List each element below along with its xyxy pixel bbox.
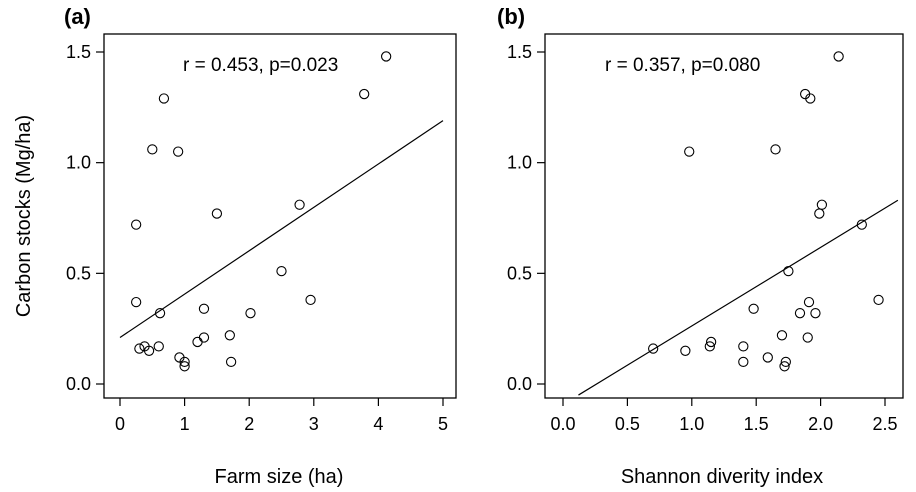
data-point xyxy=(748,303,759,314)
panel-a-correlation-annotation: r = 0.453, p=0.023 xyxy=(183,55,338,76)
data-point xyxy=(833,51,844,62)
data-point xyxy=(198,332,210,343)
data-point xyxy=(134,343,145,354)
data-point xyxy=(816,199,828,210)
data-point xyxy=(245,308,256,319)
data-point xyxy=(802,332,813,343)
panel-b-regression-line xyxy=(578,199,899,396)
data-point xyxy=(684,146,695,157)
data-point xyxy=(779,361,790,372)
data-point xyxy=(805,93,816,104)
data-point xyxy=(276,265,287,277)
x-tick-label: 4 xyxy=(373,414,383,434)
data-point xyxy=(158,93,170,104)
y-tick-label: 0.5 xyxy=(507,263,532,283)
data-point xyxy=(211,208,223,219)
data-point xyxy=(294,199,305,210)
x-tick-label: 3 xyxy=(309,414,319,434)
panel-b-x-axis-title: Shannon diverity index xyxy=(621,466,823,488)
data-point xyxy=(153,341,164,352)
y-tick-label: 1.5 xyxy=(507,42,532,62)
panel-b-label: (b) xyxy=(497,4,525,29)
data-point xyxy=(814,208,825,219)
data-point xyxy=(738,356,749,368)
y-tick-label: 1.0 xyxy=(507,153,532,173)
data-point xyxy=(225,356,237,368)
y-axis-title: Carbon stocks (Mg/ha) xyxy=(13,115,35,317)
panel-b-correlation-annotation: r = 0.357, p=0.080 xyxy=(605,55,760,76)
panel-a-x-axis-title: Farm size (ha) xyxy=(215,466,344,488)
data-point xyxy=(143,345,155,356)
data-point xyxy=(783,265,794,277)
data-point xyxy=(803,296,815,308)
x-tick-label: 2 xyxy=(244,414,254,434)
data-point xyxy=(172,146,184,157)
data-point xyxy=(810,308,821,319)
data-point xyxy=(705,336,717,348)
data-point xyxy=(776,330,788,341)
panel-a-data-points xyxy=(130,51,392,372)
y-tick-label: 0.0 xyxy=(507,374,532,394)
panel-a: (a) r = 0.453, p=0.023 0.0 0.5 1.0 1.5 0 1 2 3… xyxy=(13,4,457,488)
data-point xyxy=(130,219,142,230)
y-tick-label: 0.0 xyxy=(66,374,91,394)
data-point xyxy=(179,356,190,368)
x-tick-label: 1.5 xyxy=(744,414,769,434)
data-point xyxy=(305,294,316,306)
panel-a-label: (a) xyxy=(64,4,91,29)
y-tick-label: 1.5 xyxy=(66,42,91,62)
data-point xyxy=(738,341,749,352)
data-point xyxy=(154,308,166,319)
x-tick-label: 0.5 xyxy=(615,414,640,434)
data-point xyxy=(770,144,781,155)
y-tick-label: 0.5 xyxy=(66,263,91,283)
data-point xyxy=(147,144,158,155)
data-point xyxy=(794,308,806,319)
data-point xyxy=(704,341,715,352)
data-point xyxy=(856,219,867,230)
data-point xyxy=(359,88,370,100)
data-point xyxy=(198,303,210,314)
data-point xyxy=(224,330,235,341)
x-tick-label: 1.0 xyxy=(679,414,704,434)
panel-a-regression-line xyxy=(119,120,444,339)
x-tick-label: 5 xyxy=(438,414,448,434)
x-tick-label: 0.0 xyxy=(550,414,575,434)
data-point xyxy=(179,361,190,372)
data-point xyxy=(873,294,884,306)
x-tick-label: 0 xyxy=(115,414,125,434)
data-point xyxy=(648,343,659,354)
panel-b-plot-frame xyxy=(544,33,904,399)
panel-b-x-axis: 0.0 0.5 1.0 1.5 2.0 2.5 xyxy=(550,398,898,434)
x-tick-label: 1 xyxy=(180,414,190,434)
data-point xyxy=(680,345,691,356)
data-point xyxy=(381,51,392,62)
x-tick-label: 2.5 xyxy=(872,414,897,434)
panel-a-plot-frame xyxy=(103,33,457,399)
data-point xyxy=(130,296,142,308)
panel-b-y-axis: 0.0 0.5 1.0 1.5 xyxy=(507,42,545,394)
data-point xyxy=(192,336,203,348)
data-point xyxy=(780,356,791,368)
panel-a-y-axis: 0.0 0.5 1.0 1.5 xyxy=(66,42,104,394)
x-tick-label: 2.0 xyxy=(808,414,833,434)
panel-b: (b) r = 0.357, p=0.080 0.00.51.01.5 0.0 0… xyxy=(497,4,904,488)
y-tick-label: 1.0 xyxy=(66,153,91,173)
panel-a-x-axis: 0 1 2 3 4 5 xyxy=(115,398,448,434)
panel-b-data-points xyxy=(648,51,884,372)
data-point xyxy=(762,352,773,363)
